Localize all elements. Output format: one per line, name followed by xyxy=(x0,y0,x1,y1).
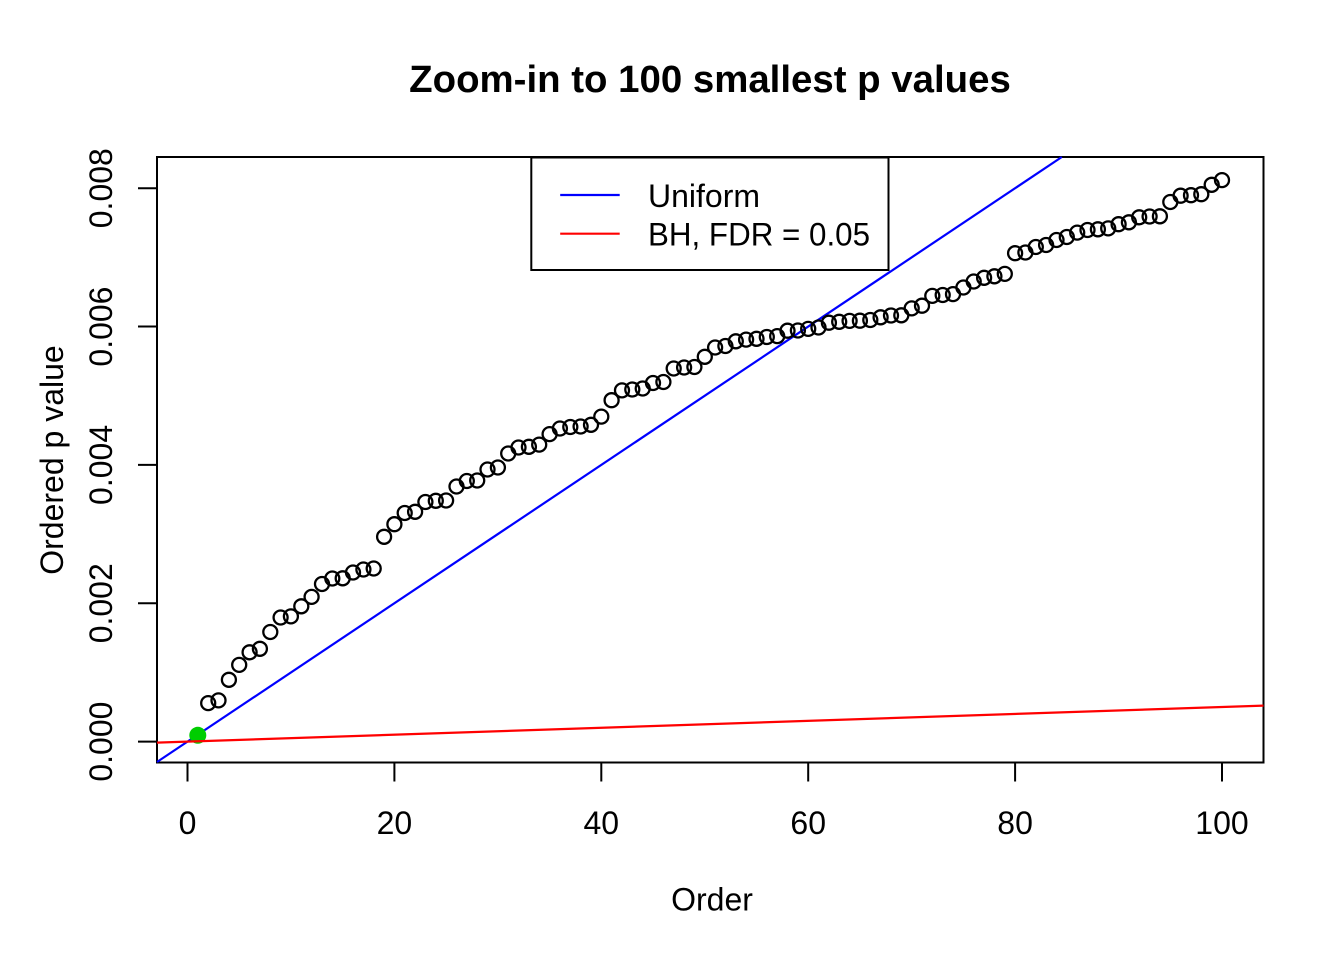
svg-text:0.004: 0.004 xyxy=(83,425,119,505)
svg-text:100: 100 xyxy=(1195,805,1248,841)
svg-text:0.006: 0.006 xyxy=(83,287,119,367)
svg-text:80: 80 xyxy=(997,805,1033,841)
svg-text:Ordered p value: Ordered p value xyxy=(34,345,70,574)
svg-text:Uniform: Uniform xyxy=(648,178,760,214)
svg-text:Order: Order xyxy=(671,882,753,918)
svg-text:60: 60 xyxy=(790,805,826,841)
svg-text:0.008: 0.008 xyxy=(83,148,119,228)
svg-text:0.000: 0.000 xyxy=(83,702,119,782)
svg-text:20: 20 xyxy=(377,805,413,841)
svg-text:40: 40 xyxy=(584,805,620,841)
svg-text:0.002: 0.002 xyxy=(83,563,119,643)
svg-text:0: 0 xyxy=(179,805,197,841)
svg-text:Zoom-in to 100 smallest p valu: Zoom-in to 100 smallest p values xyxy=(409,58,1011,101)
svg-text:BH, FDR = 0.05: BH, FDR = 0.05 xyxy=(648,217,870,253)
